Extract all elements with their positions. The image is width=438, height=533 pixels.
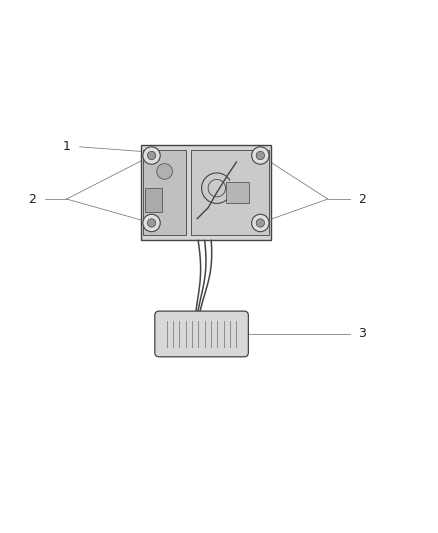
Circle shape [252,147,269,164]
Circle shape [157,164,173,179]
Text: 3: 3 [358,327,366,341]
Text: 2: 2 [28,192,36,206]
Text: 1: 1 [63,140,71,154]
FancyBboxPatch shape [155,311,248,357]
Circle shape [256,151,265,160]
FancyBboxPatch shape [226,182,250,204]
FancyBboxPatch shape [141,144,271,240]
Circle shape [143,214,160,232]
Circle shape [256,219,265,227]
FancyBboxPatch shape [145,188,162,212]
Text: 2: 2 [358,192,366,206]
Circle shape [143,147,160,164]
Circle shape [147,151,156,160]
FancyBboxPatch shape [143,150,186,235]
FancyBboxPatch shape [191,150,269,235]
Circle shape [147,219,156,227]
Circle shape [252,214,269,232]
